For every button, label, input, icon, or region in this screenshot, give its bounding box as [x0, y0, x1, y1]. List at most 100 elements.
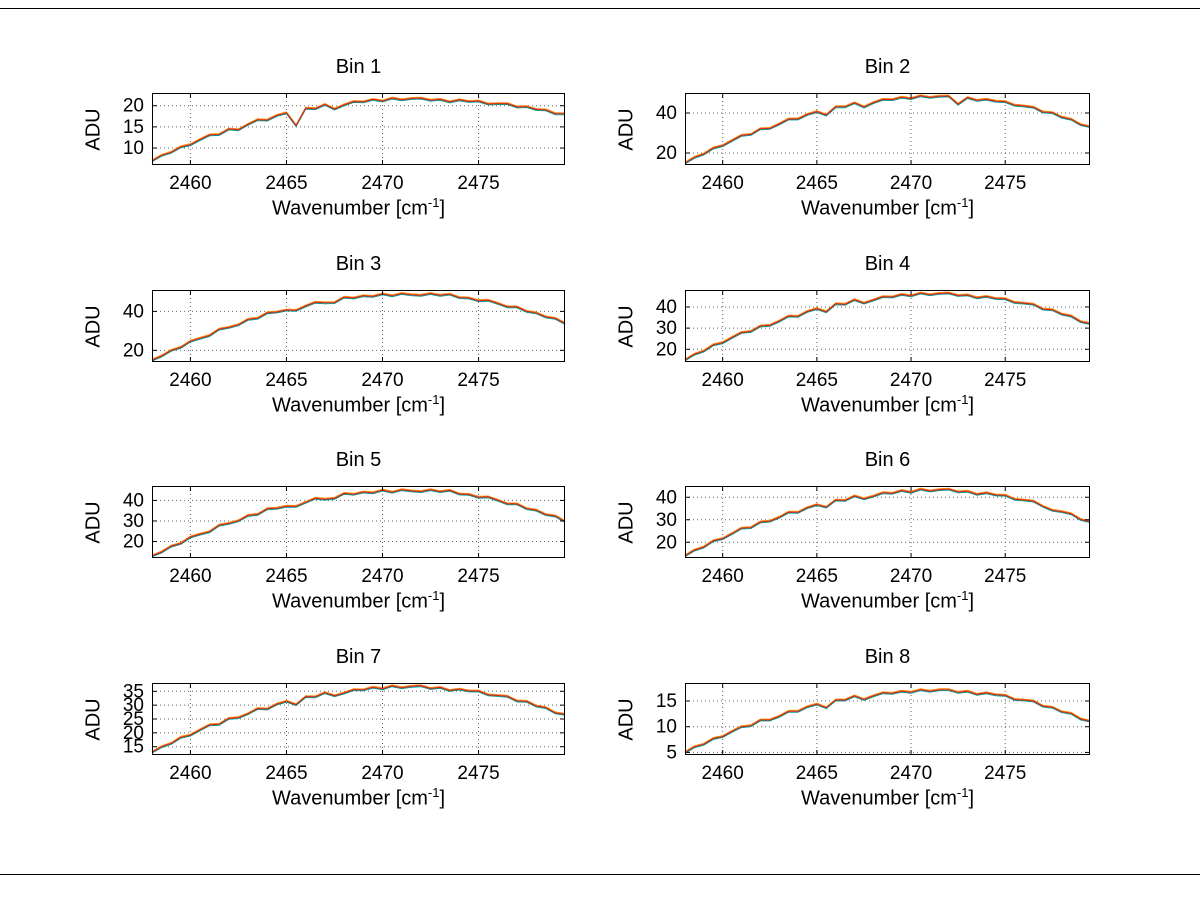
- x-tick-label: 2475: [457, 370, 499, 391]
- data-line: [684, 688, 1091, 752]
- y-tick-label: 5: [666, 742, 677, 763]
- x-tick-label: 2475: [457, 566, 499, 587]
- x-tick-label: 2465: [796, 370, 838, 391]
- subplot-bin-1: Bin 1 ADU 2460 2465 2470 2475 10 15 20 Wavenum…: [83, 56, 565, 220]
- y-tick-label: 15: [656, 691, 677, 712]
- x-tick-label: 2465: [265, 173, 307, 194]
- x-axis-label: Wavenumber [cm-1]: [800, 392, 975, 417]
- subplot-title: Bin 7: [335, 646, 382, 668]
- x-tick-label: 2465: [796, 173, 838, 194]
- axes-box: [152, 683, 565, 755]
- data-line: [684, 488, 1091, 557]
- y-tick-label: 15: [123, 117, 144, 138]
- plot-area-bin-3: 2460 2465 2470 2475 20 40: [123, 290, 566, 391]
- data-line: [151, 489, 566, 557]
- y-tick-label: 30: [123, 695, 144, 716]
- x-tick-label: 2465: [265, 370, 307, 391]
- y-axis-label: ADU: [82, 304, 105, 348]
- x-tick-label: 2465: [265, 763, 307, 784]
- y-tick-label: 20: [656, 339, 677, 360]
- subplot-bin-4: Bin 4 ADU 2460 2465 2470 2475 20 30 40 Wavenum…: [616, 253, 1091, 417]
- data-line: [151, 98, 565, 163]
- data-line: [151, 96, 565, 161]
- subplot-bin-5: Bin 5 ADU 2460 2465 2470 2475 20 30 40 Wavenum…: [83, 449, 566, 613]
- x-tick-label: 2460: [169, 566, 211, 587]
- data-line: [684, 487, 1091, 556]
- plot-area-bin-2: 2460 2465 2470 2475 20 40: [656, 93, 1091, 194]
- y-tick-label: 30: [123, 511, 144, 532]
- x-tick-label: 2460: [169, 763, 211, 784]
- x-tick-label: 2470: [361, 173, 403, 194]
- y-tick-label: 10: [123, 138, 144, 159]
- axes-box: [685, 93, 1090, 165]
- data-line: [151, 293, 566, 362]
- x-axis-label: Wavenumber [cm-1]: [271, 785, 446, 810]
- x-axis-label: Wavenumber [cm-1]: [800, 785, 975, 810]
- data-line: [151, 292, 566, 360]
- y-axis-label: ADU: [615, 107, 638, 151]
- subplot-title: Bin 6: [864, 449, 911, 471]
- x-tick-label: 2465: [796, 566, 838, 587]
- data-line: [151, 292, 566, 361]
- y-tick-label: 40: [123, 301, 144, 322]
- data-line: [684, 96, 1091, 165]
- data-line: [151, 490, 566, 558]
- subplot-title: Bin 3: [335, 253, 382, 275]
- axes-box: [685, 683, 1090, 755]
- y-tick-label: 20: [123, 532, 144, 553]
- y-axis-label: ADU: [615, 500, 638, 544]
- y-tick-label: 35: [123, 681, 144, 702]
- x-tick-label: 2470: [361, 370, 403, 391]
- x-axis-label: Wavenumber [cm-1]: [800, 195, 975, 220]
- y-tick-label: 10: [656, 717, 677, 738]
- x-axis-label: Wavenumber [cm-1]: [800, 588, 975, 613]
- data-line: [151, 685, 566, 753]
- x-tick-label: 2460: [169, 370, 211, 391]
- data-line: [151, 684, 566, 752]
- y-tick-label: 20: [656, 143, 677, 164]
- x-axis-label: Wavenumber [cm-1]: [271, 392, 446, 417]
- x-tick-label: 2460: [702, 566, 744, 587]
- x-tick-label: 2470: [361, 566, 403, 587]
- axes-box: [685, 290, 1090, 362]
- subplot-bin-3: Bin 3 ADU 2460 2465 2470 2475 20 40 Wavenumbe…: [83, 253, 566, 417]
- x-tick-label: 2465: [796, 763, 838, 784]
- data-line: [684, 690, 1091, 754]
- figure-border-bottom: [0, 874, 1200, 875]
- y-axis-label: ADU: [82, 697, 105, 741]
- y-tick-label: 40: [656, 487, 677, 508]
- data-line: [684, 95, 1091, 164]
- subplot-bin-8: Bin 8 ADU 2460 2465 2470 2475 5 10 15 Wavenumb…: [616, 646, 1091, 810]
- data-line: [151, 488, 566, 556]
- x-tick-label: 2470: [890, 173, 932, 194]
- data-line: [684, 489, 1091, 558]
- axes-box: [685, 486, 1090, 558]
- x-axis-label: Wavenumber [cm-1]: [271, 195, 446, 220]
- subplot-title: Bin 1: [335, 56, 382, 78]
- axes-box: [152, 93, 565, 165]
- subplot-title: Bin 4: [864, 253, 911, 275]
- y-axis-label: ADU: [615, 304, 638, 348]
- y-tick-label: 20: [123, 340, 144, 361]
- data-line: [684, 291, 1091, 360]
- subplot-title: Bin 2: [864, 56, 911, 78]
- y-tick-label: 40: [123, 490, 144, 511]
- x-tick-label: 2460: [169, 173, 211, 194]
- x-tick-label: 2475: [984, 370, 1026, 391]
- data-line: [684, 689, 1091, 753]
- x-tick-label: 2475: [457, 763, 499, 784]
- data-line: [684, 292, 1091, 361]
- x-tick-label: 2460: [702, 763, 744, 784]
- y-tick-label: 40: [656, 103, 677, 124]
- x-tick-label: 2470: [890, 763, 932, 784]
- x-tick-label: 2475: [984, 566, 1026, 587]
- x-tick-label: 2470: [361, 763, 403, 784]
- y-tick-label: 30: [656, 510, 677, 531]
- subplot-bin-2: Bin 2 ADU 2460 2465 2470 2475 20 40 Wavenumbe…: [616, 56, 1091, 220]
